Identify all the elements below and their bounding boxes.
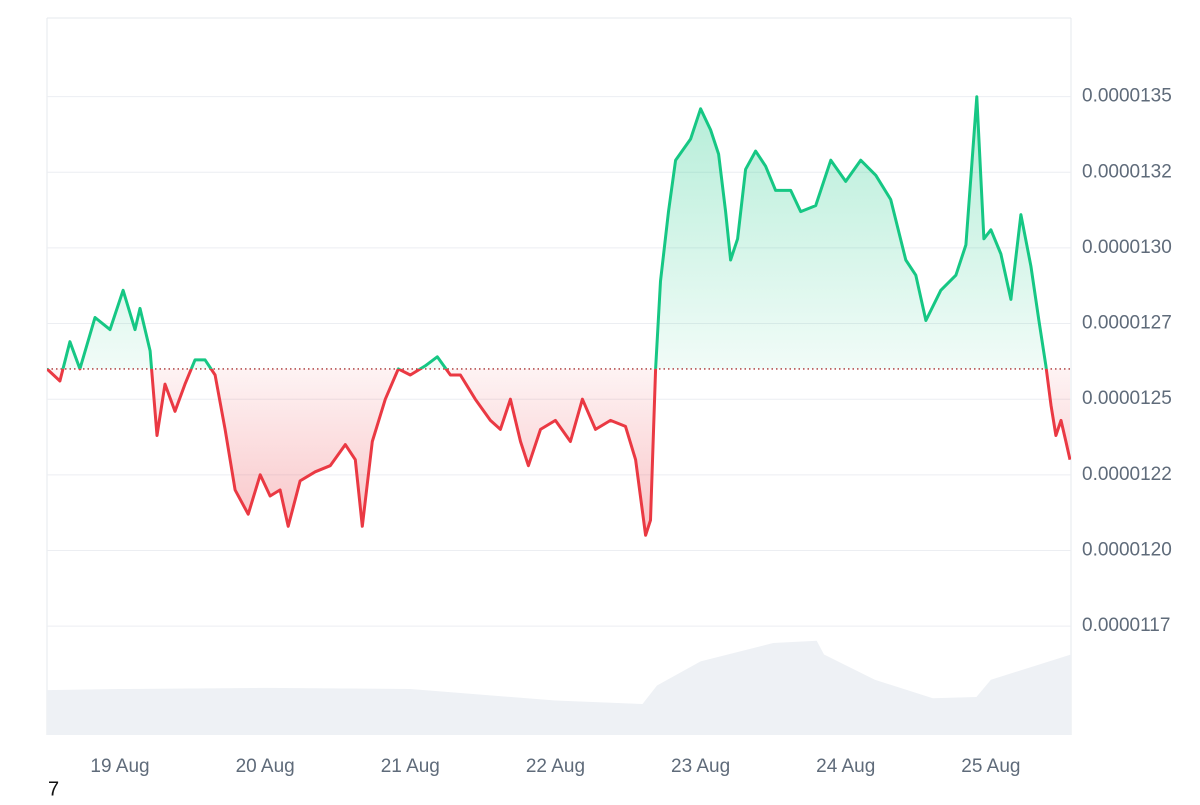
price-line-up <box>47 95 1048 369</box>
x-tick-label: 22 Aug <box>526 756 585 777</box>
y-tick-label: 0.0000122 <box>1082 464 1172 485</box>
y-tick-label: 0.0000120 <box>1082 539 1172 560</box>
y-tick-label: 0.0000130 <box>1082 237 1172 258</box>
x-tick-label: 25 Aug <box>961 756 1020 777</box>
x-tick-label: 23 Aug <box>671 756 730 777</box>
x-tick-label: 19 Aug <box>90 756 149 777</box>
volume-area <box>47 640 1071 735</box>
y-tick-label: 0.0000127 <box>1082 313 1172 334</box>
y-tick-label: 0.0000132 <box>1082 161 1172 182</box>
x-tick-label: 20 Aug <box>236 756 295 777</box>
area-up <box>47 96 1047 369</box>
y-tick-label: 0.0000135 <box>1082 86 1172 107</box>
area-down <box>47 368 1070 536</box>
price-line-down <box>47 368 1071 537</box>
x-tick-label: 21 Aug <box>381 756 440 777</box>
footnote: 7 <box>48 778 59 800</box>
x-tick-label: 24 Aug <box>816 756 875 777</box>
y-tick-label: 0.0000117 <box>1082 615 1170 636</box>
y-tick-label: 0.0000125 <box>1082 388 1172 409</box>
